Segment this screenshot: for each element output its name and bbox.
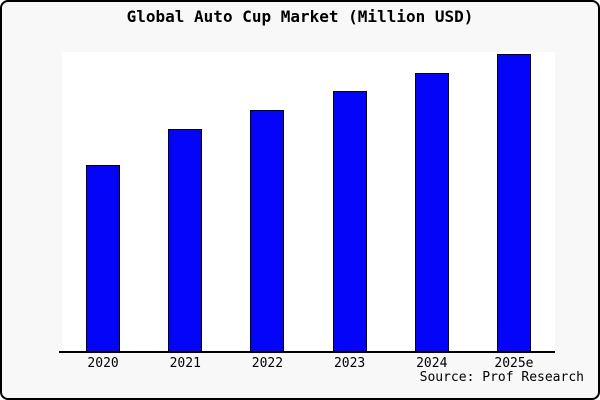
x-tick-label-2021: 2021: [169, 356, 201, 371]
bars-row: [62, 52, 555, 352]
plot-area: [62, 52, 555, 352]
chart-title: Global Auto Cup Market (Million USD): [126, 7, 474, 26]
x-tick-label-2025e: 2025e: [494, 356, 534, 371]
bar-slot: [62, 52, 144, 352]
bar-slot: [473, 52, 555, 352]
bar-2024: [414, 72, 449, 352]
x-tick-label-2024: 2024: [416, 356, 448, 371]
bar-2021: [168, 129, 203, 352]
x-axis-line: [59, 351, 555, 353]
bar-2020: [86, 165, 121, 352]
x-tick-label-2023: 2023: [333, 356, 366, 371]
x-tick-label-2020: 2020: [87, 356, 119, 371]
source-note: Source: Prof Research: [419, 370, 584, 385]
bar-slot: [226, 52, 308, 352]
bar-2023: [332, 90, 367, 352]
bar-slot: [309, 52, 391, 352]
x-tick-label-2022: 2022: [251, 356, 284, 371]
bar-2022: [250, 109, 285, 352]
bar-2025e: [496, 54, 531, 352]
bar-slot: [144, 52, 226, 352]
bar-slot: [391, 52, 473, 352]
x-axis-labels: 2020 2021 2022 2023 2024 2025e: [62, 356, 555, 371]
